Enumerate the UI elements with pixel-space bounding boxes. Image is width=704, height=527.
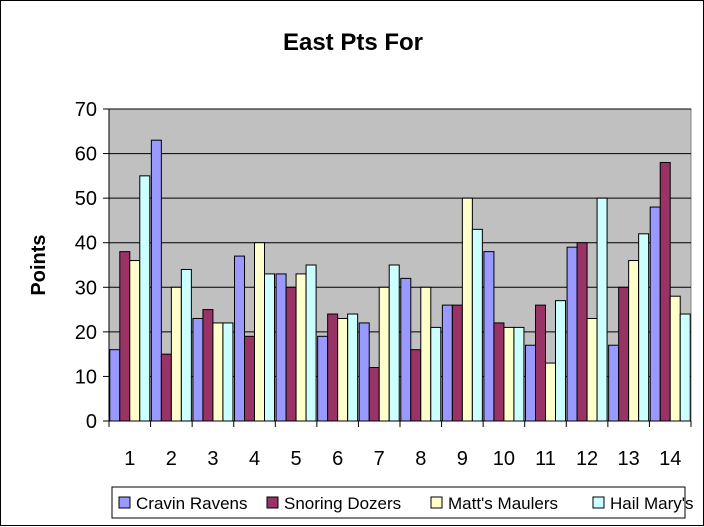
chart-title: East Pts For — [283, 29, 423, 56]
x-tick-label: 2 — [166, 448, 177, 470]
y-axis-label: Points — [28, 234, 50, 295]
bar-matt-s-maulers-2 — [170, 286, 182, 422]
bar-cravin-ravens-8 — [400, 277, 412, 422]
legend-label: Hail Mary's — [610, 494, 694, 513]
bar-matt-s-maulers-9 — [461, 197, 473, 422]
legend-box — [111, 486, 686, 519]
bar-snoring-dozers-13 — [618, 286, 630, 422]
x-tick-label: 8 — [415, 448, 426, 470]
y-tick-label: 30 — [75, 277, 97, 299]
bar-matt-s-maulers-3 — [212, 322, 224, 422]
x-tick-label: 12 — [576, 448, 598, 470]
bar-hail-mary-s-4 — [264, 273, 275, 422]
bar-hail-mary-s-5 — [305, 264, 317, 422]
bar-hail-mary-s-13 — [638, 233, 650, 422]
x-tick-label: 7 — [374, 448, 385, 470]
y-tick-label: 70 — [75, 99, 97, 121]
y-tick-label: 40 — [75, 233, 97, 255]
bar-snoring-dozers-14 — [659, 161, 671, 422]
x-tick-label: 6 — [332, 448, 343, 470]
bar-snoring-dozers-9 — [451, 304, 463, 422]
bar-cravin-ravens-5 — [275, 273, 287, 422]
bar-snoring-dozers-11 — [535, 304, 546, 422]
bar-snoring-dozers-5 — [285, 286, 297, 422]
legend-swatch — [592, 496, 605, 509]
bar-matt-s-maulers-5 — [295, 273, 307, 422]
bar-matt-s-maulers-1 — [129, 260, 141, 422]
bar-matt-s-maulers-12 — [586, 317, 598, 422]
y-tick-label: 0 — [86, 411, 97, 433]
x-tick-label: 11 — [535, 448, 556, 470]
bar-snoring-dozers-3 — [202, 309, 214, 422]
legend-label: Cravin Ravens — [136, 494, 248, 513]
bar-snoring-dozers-2 — [160, 353, 172, 422]
bar-matt-s-maulers-8 — [420, 286, 432, 422]
x-tick-label: 1 — [124, 448, 135, 470]
bar-hail-mary-s-11 — [555, 300, 566, 422]
bar-snoring-dozers-6 — [327, 313, 339, 422]
bar-hail-mary-s-3 — [222, 322, 234, 422]
bar-matt-s-maulers-11 — [545, 362, 556, 422]
x-tick-label: 14 — [659, 448, 681, 470]
bar-hail-mary-s-14 — [679, 313, 691, 422]
bar-snoring-dozers-12 — [576, 242, 588, 422]
x-tick-label: 10 — [493, 448, 515, 470]
bar-snoring-dozers-7 — [368, 367, 380, 422]
y-tick-label: 20 — [75, 322, 97, 344]
bar-cravin-ravens-4 — [234, 255, 245, 422]
legend-swatch — [266, 496, 279, 509]
y-tick-label: 10 — [75, 366, 97, 388]
x-tick-label: 13 — [618, 448, 640, 470]
bar-snoring-dozers-10 — [493, 322, 505, 422]
legend-label: Matt's Maulers — [448, 494, 558, 513]
bar-cravin-ravens-9 — [441, 304, 453, 422]
bar-cravin-ravens-11 — [525, 344, 536, 422]
bar-matt-s-maulers-6 — [337, 317, 349, 422]
y-tick-label: 50 — [75, 188, 97, 210]
bar-cravin-ravens-7 — [358, 322, 370, 422]
bar-hail-mary-s-6 — [347, 313, 359, 422]
x-tick-label: 3 — [207, 448, 218, 470]
bar-hail-mary-s-12 — [596, 197, 608, 422]
bar-cravin-ravens-1 — [109, 349, 121, 422]
y-tick-label: 60 — [75, 144, 97, 166]
bar-matt-s-maulers-4 — [254, 242, 265, 422]
bar-hail-mary-s-10 — [513, 326, 525, 422]
bar-cravin-ravens-13 — [608, 344, 620, 422]
x-tick-label: 5 — [291, 448, 302, 470]
bar-hail-mary-s-1 — [139, 175, 151, 422]
bar-cravin-ravens-2 — [150, 139, 162, 422]
bar-cravin-ravens-6 — [317, 335, 329, 422]
legend-swatch — [430, 496, 443, 509]
bar-cravin-ravens-3 — [192, 317, 204, 422]
bar-cravin-ravens-10 — [483, 251, 495, 422]
bar-hail-mary-s-9 — [471, 228, 483, 422]
bar-matt-s-maulers-10 — [503, 326, 515, 422]
bar-matt-s-maulers-14 — [669, 295, 681, 422]
bar-matt-s-maulers-13 — [628, 260, 640, 422]
bar-snoring-dozers-1 — [119, 251, 131, 422]
legend-label: Snoring Dozers — [284, 494, 401, 513]
legend-swatch — [118, 496, 131, 509]
bar-hail-mary-s-8 — [430, 326, 442, 422]
bar-hail-mary-s-7 — [388, 264, 400, 422]
bar-matt-s-maulers-7 — [378, 286, 390, 422]
bar-snoring-dozers-4 — [244, 335, 255, 422]
x-tick-label: 9 — [457, 448, 468, 470]
bar-hail-mary-s-2 — [180, 268, 192, 422]
x-tick-label: 4 — [249, 448, 260, 470]
bar-cravin-ravens-12 — [566, 246, 578, 422]
legend: Cravin Ravens Snoring Dozers Matt's Mauler… — [111, 486, 694, 519]
bar-snoring-dozers-8 — [410, 349, 422, 422]
bar-cravin-ravens-14 — [649, 206, 661, 422]
